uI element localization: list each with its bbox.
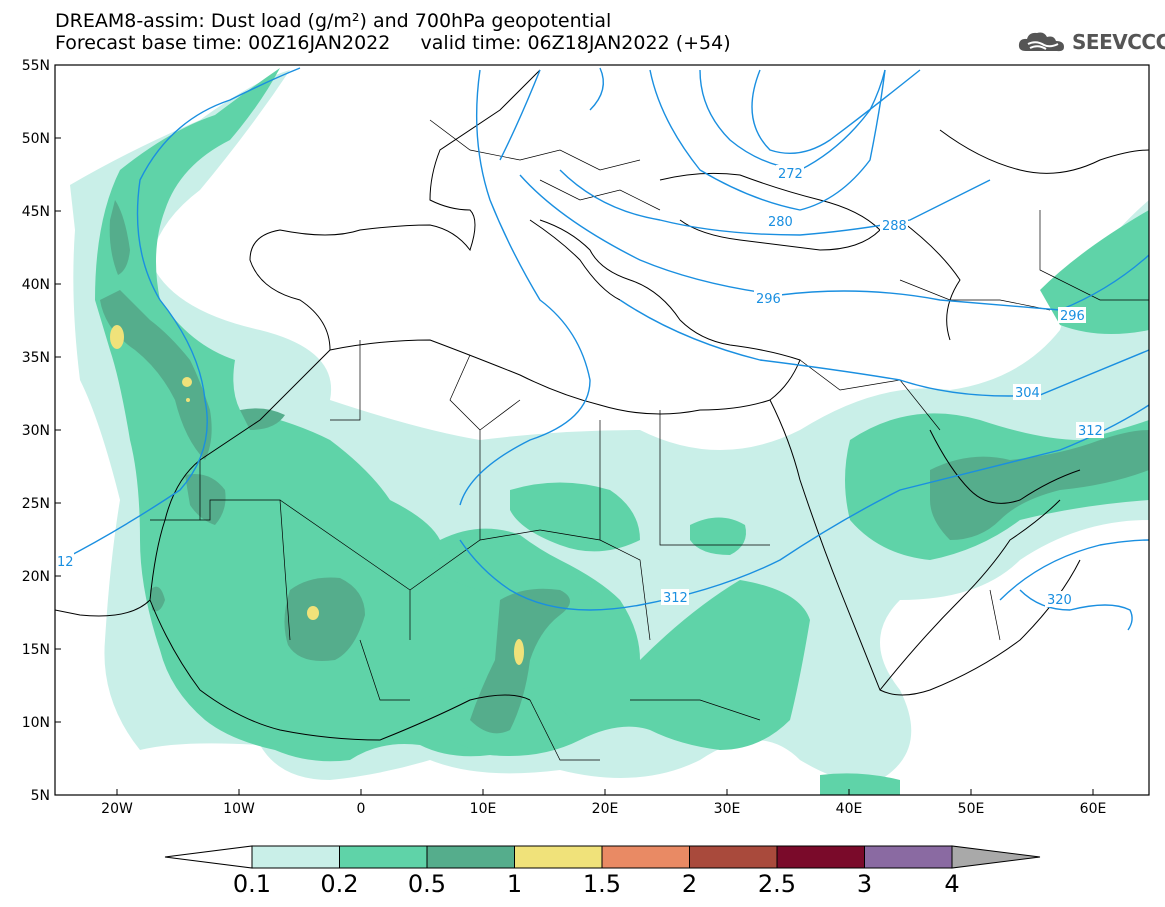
contour-label: 296 bbox=[756, 292, 781, 307]
seevccc-logo: SEEVCCC bbox=[1016, 28, 1165, 56]
contour-label: 272 bbox=[778, 167, 803, 182]
logo-text: SEEVCCC bbox=[1072, 30, 1165, 54]
contour-label: 12 bbox=[57, 555, 74, 570]
colorbar-right-arrow bbox=[951, 845, 1041, 869]
chart-title-line-2: Forecast base time: 00Z16JAN2022 valid t… bbox=[55, 32, 731, 54]
lat-tick-label: 10N bbox=[22, 715, 50, 731]
lat-tick-label: 35N bbox=[22, 350, 50, 366]
contour-label: 320 bbox=[1047, 593, 1072, 608]
colorbar-label: 1.5 bbox=[583, 870, 621, 898]
dust-level-1 bbox=[110, 325, 524, 665]
colorbar-label: 4 bbox=[944, 870, 959, 898]
colorbar-label: 0.1 bbox=[233, 870, 271, 898]
coastlines bbox=[55, 69, 1149, 741]
colorbar-box bbox=[339, 845, 428, 869]
contour-label: 296 bbox=[1060, 309, 1085, 324]
lat-tick-label: 50N bbox=[22, 131, 50, 147]
dust-shading bbox=[70, 68, 1149, 795]
latitude-axis: 55N 50N 45N 40N 35N 30N 25N 20N 15N 10N 5N bbox=[22, 58, 61, 804]
colorbar-box bbox=[864, 845, 953, 869]
colorbar-box bbox=[426, 845, 515, 869]
contour-label: 312 bbox=[663, 591, 688, 606]
contour-label: 312 bbox=[1078, 424, 1103, 439]
colorbar-box bbox=[514, 845, 603, 869]
lat-tick-label: 15N bbox=[22, 642, 50, 658]
lon-tick-label: 40E bbox=[836, 801, 863, 817]
chart-title-line-1: DREAM8-assim: Dust load (g/m²) and 700hP… bbox=[55, 10, 612, 32]
lon-tick-label: 10W bbox=[223, 801, 255, 817]
lat-tick-label: 20N bbox=[22, 569, 50, 585]
colorbar-box bbox=[689, 845, 778, 869]
contour-labels: 272 280 288 296 296 304 312 312 320 12 bbox=[56, 165, 1104, 608]
lat-tick-label: 45N bbox=[22, 204, 50, 220]
lon-tick-label: 60E bbox=[1080, 801, 1107, 817]
colorbar-label: 0.2 bbox=[320, 870, 358, 898]
lat-tick-label: 5N bbox=[31, 788, 50, 804]
lon-tick-label: 10E bbox=[470, 801, 497, 817]
colorbar-left-arrow bbox=[164, 845, 253, 869]
lat-tick-label: 25N bbox=[22, 496, 50, 512]
borders bbox=[150, 119, 1149, 761]
colorbar-box bbox=[601, 845, 690, 869]
colorbar-label: 0.5 bbox=[408, 870, 446, 898]
contour-label: 288 bbox=[882, 219, 907, 234]
colorbar-box bbox=[776, 845, 865, 869]
colorbar-label: 1 bbox=[507, 870, 522, 898]
colorbar-label: 2.5 bbox=[758, 870, 796, 898]
contour-label: 304 bbox=[1015, 386, 1040, 401]
lon-tick-label: 30E bbox=[714, 801, 741, 817]
cloud-logo-icon bbox=[1018, 32, 1064, 52]
lon-tick-label: 20W bbox=[101, 801, 133, 817]
colorbar-label: 3 bbox=[857, 870, 872, 898]
lat-tick-label: 30N bbox=[22, 423, 50, 439]
colorbar-labels: 0.1 0.2 0.5 1 1.5 2 2.5 3 4 bbox=[233, 870, 960, 898]
lon-tick-label: 50E bbox=[958, 801, 985, 817]
lon-tick-label: 20E bbox=[592, 801, 619, 817]
contour-label: 280 bbox=[768, 215, 793, 230]
colorbar-boxes bbox=[251, 845, 953, 869]
lat-tick-label: 40N bbox=[22, 277, 50, 293]
lon-tick-label: 0 bbox=[357, 801, 366, 817]
longitude-axis: 20W 10W 0 10E 20E 30E 40E 50E 60E bbox=[101, 789, 1106, 817]
colorbar-box bbox=[251, 845, 340, 869]
colorbar-label: 2 bbox=[682, 870, 697, 898]
lat-tick-label: 55N bbox=[22, 58, 50, 74]
